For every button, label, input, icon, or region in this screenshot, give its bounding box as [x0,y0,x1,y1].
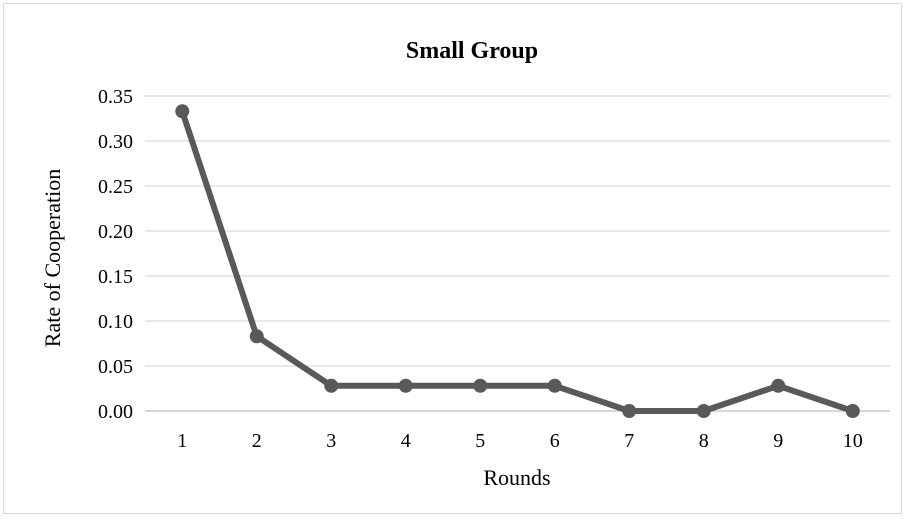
x-tick-label: 3 [326,430,336,452]
y-tick-label: 0.35 [98,86,133,108]
data-point [771,378,786,393]
gridlines [145,95,890,412]
x-tick-label: 8 [699,430,709,452]
y-axis-label: Rate of Cooperation [40,169,65,347]
y-axis-ticks: 0.00 0.05 0.10 0.15 0.20 0.25 0.30 0.35 [98,86,133,423]
x-tick-label: 10 [843,430,863,452]
y-tick-label: 0.30 [98,131,133,153]
x-tick-label: 6 [550,430,560,452]
data-point [249,329,264,344]
y-tick-label: 0.05 [98,356,133,378]
x-tick-label: 5 [475,430,485,452]
x-tick-label: 7 [624,430,634,452]
y-tick-label: 0.10 [98,311,133,333]
x-tick-label: 2 [252,430,262,452]
data-point [324,378,339,393]
chart-title: Small Group [406,38,538,64]
data-point [175,104,190,119]
data-point [547,378,562,393]
data-point [696,404,711,418]
x-axis-ticks: 1 2 3 4 5 6 7 8 9 10 [177,430,863,452]
y-tick-label: 0.00 [98,401,133,423]
data-point [473,378,488,393]
x-axis-label: Rounds [483,465,550,490]
y-tick-label: 0.25 [98,176,133,198]
x-tick-label: 9 [773,430,783,452]
data-point [845,404,860,418]
x-tick-label: 1 [177,430,187,452]
chart-frame [3,3,902,514]
data-point [398,378,413,393]
data-point [622,404,637,418]
series-group [175,104,860,418]
y-tick-label: 0.15 [98,266,133,288]
x-tick-label: 4 [401,430,411,452]
y-tick-label: 0.20 [98,221,133,243]
series-line [179,108,856,414]
